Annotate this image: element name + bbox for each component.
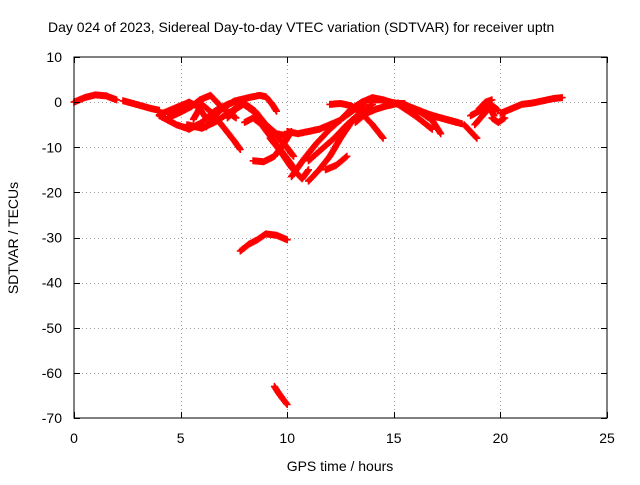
data-series-arc-26 <box>460 121 481 142</box>
x-axis-title: GPS time / hours <box>287 458 394 474</box>
data-series-arc-28 <box>471 101 502 129</box>
data-marks-arc-08 <box>202 91 280 131</box>
data-marks-arc-01 <box>70 91 121 106</box>
data-series-arc-32 <box>236 230 291 255</box>
data-series-arc-25 <box>407 105 466 128</box>
y-tick-label: 10 <box>46 49 62 65</box>
data-series-arc-08 <box>202 91 280 131</box>
data-marks-arc-19 <box>322 152 351 174</box>
data-marks-arc-28 <box>471 101 502 129</box>
data-marks-arc-10 <box>228 100 298 160</box>
data-series-arc-29 <box>475 96 496 113</box>
data-series-arc-02 <box>119 97 163 114</box>
y-tick-label: -30 <box>42 230 62 246</box>
x-tick-label: 10 <box>279 430 295 446</box>
x-tick-label: 0 <box>70 430 78 446</box>
data-series-arc-10 <box>228 100 298 160</box>
x-tick-label: 15 <box>386 430 402 446</box>
data-marks-arc-30 <box>488 114 509 126</box>
data-marks-arc-26 <box>460 121 481 142</box>
y-tick-label: 0 <box>54 94 62 110</box>
data-marks-arc-02 <box>119 97 163 114</box>
data-marks-arc-29 <box>475 96 496 113</box>
data-layer <box>70 91 566 408</box>
y-tick-label: -10 <box>42 139 62 155</box>
data-marks-arc-25 <box>407 105 466 128</box>
y-tick-label: -50 <box>42 320 62 336</box>
data-marks-arc-33 <box>270 382 291 408</box>
chart-title: Day 024 of 2023, Sidereal Day-to-day VTE… <box>48 19 554 35</box>
y-axis-title: SDTVAR / TECUs <box>5 182 21 294</box>
data-marks-arc-31 <box>496 94 566 117</box>
y-tick-label: -70 <box>42 410 62 426</box>
data-marks-arc-17 <box>305 100 376 165</box>
data-series-arc-31 <box>496 94 566 117</box>
y-tick-label: -60 <box>42 365 62 381</box>
data-series-arc-19 <box>322 152 351 174</box>
data-series-arc-17 <box>305 100 376 165</box>
y-tick-label: -40 <box>42 275 62 291</box>
data-marks-arc-32 <box>236 230 291 255</box>
data-series-arc-01 <box>70 91 121 106</box>
plot-frame <box>73 56 608 419</box>
tick-layer: 0 5 10 15 20 25 10 0 -10 -20 -30 -40 -50 -60 -70 <box>42 49 615 446</box>
data-series-arc-33 <box>270 382 291 408</box>
x-tick-label: 25 <box>599 430 615 446</box>
y-tick-label: -20 <box>42 184 62 200</box>
x-tick-label: 5 <box>177 430 185 446</box>
data-series-arc-30 <box>488 114 509 126</box>
x-tick-label: 20 <box>493 430 509 446</box>
